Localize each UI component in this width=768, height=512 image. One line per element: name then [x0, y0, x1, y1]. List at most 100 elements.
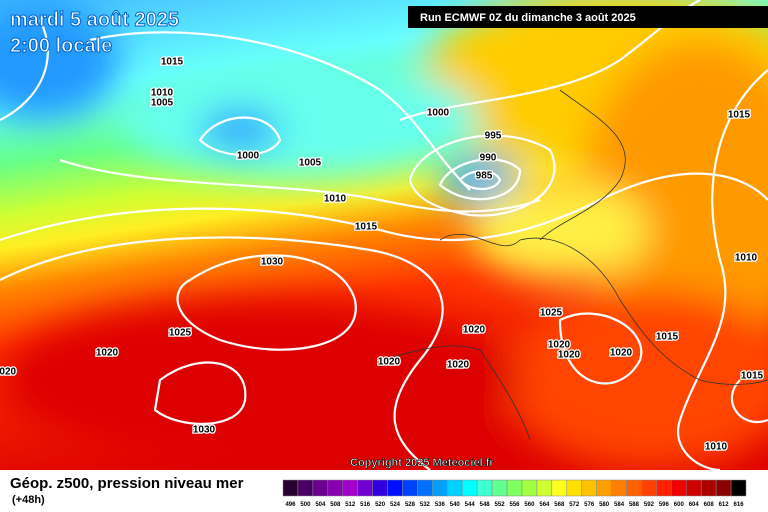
- scale-swatch: [700, 479, 717, 497]
- scale-swatch: [566, 479, 582, 497]
- isobar-label: 985: [476, 171, 493, 182]
- scale-swatch: [730, 479, 747, 497]
- scale-label: 520: [375, 502, 386, 508]
- scale-swatch: [715, 479, 732, 497]
- scale-label: 560: [524, 502, 535, 508]
- isobar-label: 1020: [548, 340, 571, 351]
- scale-swatch: [671, 479, 687, 497]
- isobar-label: 1030: [261, 257, 284, 268]
- footer-lead: (+48h): [12, 494, 45, 506]
- scale-swatch: [357, 479, 373, 497]
- scale-swatch: [417, 479, 433, 497]
- isobar-label: 1010: [705, 442, 728, 453]
- scale-label: 572: [569, 502, 580, 508]
- date-label: mardi 5 août 2025: [10, 9, 179, 31]
- isobar-label: 1015: [741, 371, 764, 382]
- isobar-label: 1015: [355, 222, 378, 233]
- isobar-label: 1020: [0, 367, 17, 378]
- isobar-label: 1020: [96, 348, 119, 359]
- isobar-label: 1005: [151, 98, 174, 109]
- scale-label: 556: [509, 502, 520, 508]
- scale-swatch: [641, 479, 657, 497]
- scale-label: 516: [360, 502, 371, 508]
- scale-label: 504: [315, 502, 326, 508]
- isobar-label: 1010: [735, 253, 758, 264]
- scale-label: 544: [465, 502, 476, 508]
- run-banner: [408, 6, 768, 28]
- isobar-label: 1020: [378, 357, 401, 368]
- scale-swatch: [447, 479, 463, 497]
- scale-swatch: [476, 479, 493, 497]
- scale-label: 540: [450, 502, 461, 508]
- isobar-label: 1030: [193, 425, 216, 436]
- scale-label: 588: [629, 502, 640, 508]
- scale-swatch: [282, 479, 299, 497]
- scale-swatch: [491, 479, 508, 497]
- time-label: 2:00 locale: [10, 35, 112, 57]
- isobar-label: 1010: [151, 88, 174, 99]
- scale-label: 500: [300, 502, 311, 508]
- map-field: [0, 0, 768, 472]
- isobar-label: 1000: [427, 108, 450, 119]
- scale-label: 600: [674, 502, 685, 508]
- scale-swatch: [372, 479, 388, 497]
- scale-label: 616: [734, 502, 745, 508]
- scale-swatch: [521, 479, 538, 497]
- isobar-labels: 1015101010051000100510101015103010251020…: [0, 55, 765, 454]
- scale-label: 596: [659, 502, 670, 508]
- scale-swatch: [506, 479, 523, 497]
- scale-label: 548: [480, 502, 491, 508]
- scale-swatch: [312, 479, 329, 497]
- scale-swatch: [387, 479, 403, 497]
- scale-label: 592: [644, 502, 655, 508]
- isobar-label: 1015: [656, 332, 679, 343]
- isobar-label: 1020: [558, 350, 581, 361]
- scale-swatch: [461, 479, 478, 497]
- scale-label: 552: [495, 502, 506, 508]
- scale-label: 536: [435, 502, 446, 508]
- isobar-label: 1010: [324, 194, 347, 205]
- color-scale: 496 500 504 508 512 516 520 524 528 532 536 540 544 5…: [282, 479, 747, 508]
- isobar-label: 1025: [169, 328, 192, 339]
- isobar-label: 1020: [463, 325, 486, 336]
- copyright: Copyright 2025 Meteociel.fr: [350, 457, 494, 469]
- scale-swatch: [342, 479, 358, 497]
- scale-swatch: [536, 479, 553, 497]
- scale-label: 496: [285, 502, 296, 508]
- scale-swatch: [402, 479, 418, 497]
- scale-swatch: [626, 479, 642, 497]
- run-label: Run ECMWF 0Z du dimanche 3 août 2025: [420, 12, 636, 24]
- isobar-label: 1015: [161, 57, 184, 68]
- isobar-label: 995: [485, 131, 502, 142]
- scale-swatch: [432, 479, 448, 497]
- scale-label: 564: [539, 502, 550, 508]
- scale-label: 608: [704, 502, 715, 508]
- isobar-label: 1020: [610, 348, 633, 359]
- scale-label: 524: [390, 502, 401, 508]
- footer-title: Géop. z500, pression niveau mer: [10, 475, 244, 492]
- scale-swatch: [686, 479, 702, 497]
- isobar-label: 1015: [728, 110, 751, 121]
- isobar-label: 1000: [237, 151, 260, 162]
- scale-label: 580: [599, 502, 610, 508]
- isobar-label: 990: [480, 153, 497, 164]
- scale-label: 532: [420, 502, 431, 508]
- scale-label: 508: [330, 502, 341, 508]
- isobar-label: 1025: [540, 308, 563, 319]
- scale-swatch: [611, 479, 627, 497]
- isobar-label: 1020: [447, 360, 470, 371]
- scale-label: 584: [614, 502, 625, 508]
- scale-label: 568: [554, 502, 565, 508]
- scale-swatch: [596, 479, 612, 497]
- scale-swatch: [551, 479, 568, 497]
- scale-label: 528: [405, 502, 416, 508]
- scale-swatch: [327, 479, 343, 497]
- isobar-label: 1005: [299, 158, 322, 169]
- scale-label: 576: [584, 502, 595, 508]
- scale-swatch: [656, 479, 672, 497]
- scale-swatch: [581, 479, 597, 497]
- scale-swatch: [297, 479, 314, 497]
- scale-label: 604: [689, 502, 700, 508]
- scale-label: 612: [719, 502, 730, 508]
